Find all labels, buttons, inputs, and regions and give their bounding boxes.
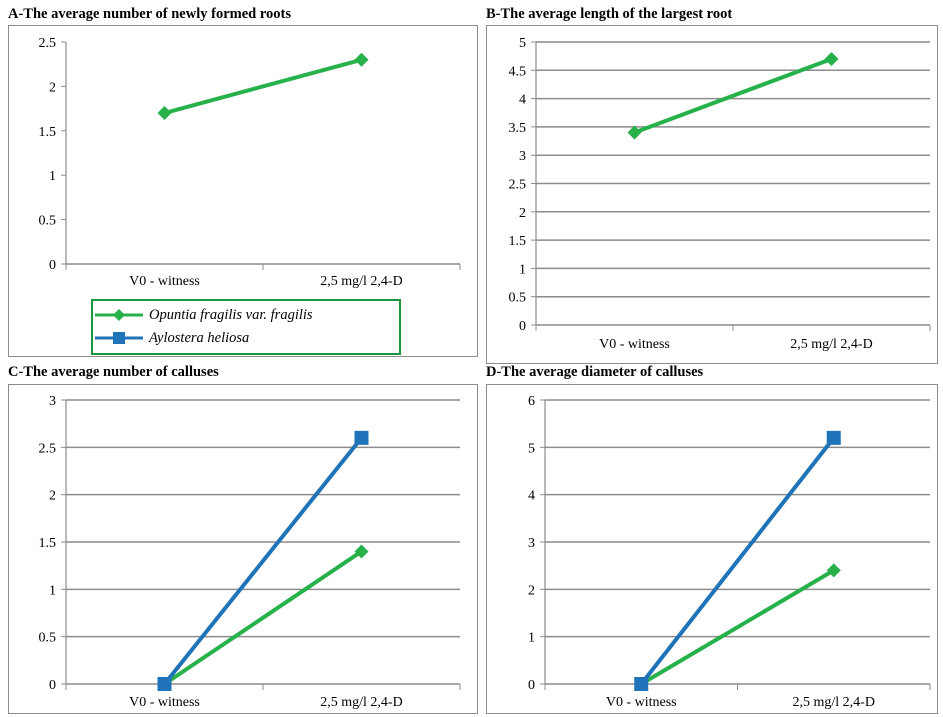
legend-marker-square <box>95 332 143 344</box>
y-tick-label: 2 <box>528 583 535 598</box>
data-point <box>824 51 839 66</box>
legend-item-aylostera: Aylostera heliosa <box>93 328 249 348</box>
x-tick-label: 2,5 mg/l 2,4-D <box>320 695 402 710</box>
chart-frame <box>486 25 938 364</box>
chart-title: D-The average diameter of calluses <box>486 364 704 380</box>
chart-title: C-The average number of calluses <box>8 364 219 380</box>
y-tick-label: 2.5 <box>39 441 57 456</box>
x-tick-label: 2,5 mg/l 2,4-D <box>790 337 872 352</box>
y-tick-label: 3 <box>49 394 56 409</box>
legend-marker-diamond <box>95 309 143 321</box>
legend-label: Aylostera heliosa <box>149 329 250 346</box>
y-tick-label: 0.5 <box>39 631 57 646</box>
y-tick-label: 2.5 <box>39 36 57 51</box>
series-line-opuntia <box>163 57 363 115</box>
y-tick-label: 0.5 <box>509 291 527 306</box>
data-point <box>627 125 642 140</box>
legend: Opuntia fragilis var. fragilis Aylostera… <box>91 299 401 355</box>
data-point <box>157 677 172 691</box>
x-tick-label: 2,5 mg/l 2,4-D <box>320 274 402 289</box>
y-tick-label: 2.5 <box>509 178 527 193</box>
y-tick-label: 0 <box>49 258 56 273</box>
y-tick-label: 0.5 <box>39 214 57 229</box>
legend-item-opuntia: Opuntia fragilis var. fragilis <box>93 305 313 325</box>
series-line-opuntia <box>640 568 835 686</box>
x-tick-label: V0 - witness <box>129 274 200 289</box>
series-line-opuntia <box>163 549 363 686</box>
data-point <box>634 677 649 691</box>
y-tick-label: 5 <box>528 441 535 456</box>
y-tick-label: 4 <box>528 489 535 504</box>
data-point <box>826 430 841 445</box>
y-tick-label: 1 <box>528 631 535 646</box>
data-point <box>157 106 172 121</box>
chart-title: A-The average number of newly formed roo… <box>8 6 291 22</box>
x-tick-label: 2,5 mg/l 2,4-D <box>793 695 875 710</box>
data-point <box>354 544 369 559</box>
x-tick-label: V0 - witness <box>599 337 670 352</box>
legend-label: Opuntia fragilis var. fragilis <box>149 306 313 323</box>
y-tick-label: 4.5 <box>509 64 527 79</box>
x-tick-label: V0 - witness <box>606 695 677 710</box>
y-tick-label: 1.5 <box>39 536 57 551</box>
chart-title: B-The average length of the largest root <box>486 6 733 22</box>
y-tick-label: 0 <box>519 319 526 334</box>
series-line-aylostera <box>639 436 836 686</box>
series-line-aylostera <box>162 436 364 686</box>
y-tick-label: 2 <box>49 489 56 504</box>
chart-frame <box>8 384 478 714</box>
y-tick-label: 1.5 <box>509 234 527 249</box>
y-tick-label: 3.5 <box>509 121 527 136</box>
y-tick-label: 5 <box>519 36 526 51</box>
data-point <box>354 430 369 445</box>
y-tick-label: 1 <box>519 262 526 277</box>
chart-frame <box>486 384 938 714</box>
y-tick-label: 2 <box>519 206 526 221</box>
y-tick-label: 1 <box>49 583 56 598</box>
y-tick-label: 2 <box>49 80 56 95</box>
data-point <box>354 52 369 67</box>
y-tick-label: 0 <box>528 678 535 693</box>
y-tick-label: 1.5 <box>39 125 57 140</box>
y-tick-label: 1 <box>49 169 56 184</box>
y-tick-label: 3 <box>519 149 526 164</box>
y-tick-label: 3 <box>528 536 535 551</box>
data-point <box>826 563 841 578</box>
y-tick-label: 6 <box>528 394 535 409</box>
y-tick-label: 0 <box>49 678 56 693</box>
series-line-opuntia <box>633 57 833 135</box>
x-tick-label: V0 - witness <box>129 695 200 710</box>
y-tick-label: 4 <box>519 93 526 108</box>
